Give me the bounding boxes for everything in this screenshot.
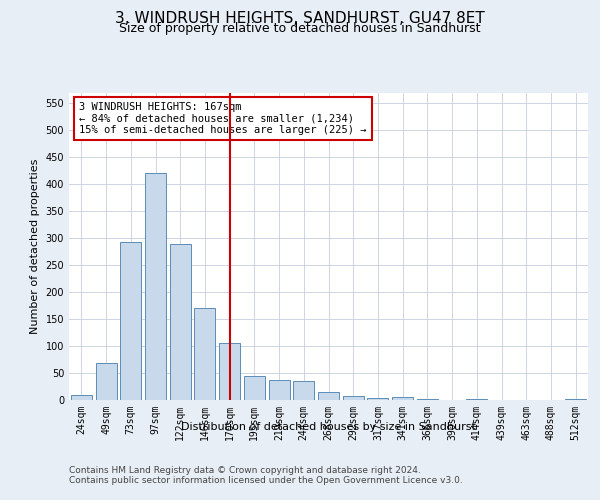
Text: Size of property relative to detached houses in Sandhurst: Size of property relative to detached ho… [119, 22, 481, 35]
Bar [392, 398, 413, 400]
Bar [71, 394, 92, 400]
Bar [120, 242, 141, 400]
Bar [293, 381, 314, 400]
Bar [343, 396, 364, 400]
Bar [269, 380, 290, 400]
Text: Distribution of detached houses by size in Sandhurst: Distribution of detached houses by size … [181, 422, 476, 432]
Bar [417, 399, 438, 400]
Text: Contains HM Land Registry data © Crown copyright and database right 2024.: Contains HM Land Registry data © Crown c… [69, 466, 421, 475]
Bar [95, 364, 116, 400]
Bar [194, 308, 215, 400]
Bar [466, 399, 487, 400]
Bar [219, 344, 240, 400]
Bar [565, 399, 586, 400]
Bar [367, 398, 388, 400]
Text: 3 WINDRUSH HEIGHTS: 167sqm
← 84% of detached houses are smaller (1,234)
15% of s: 3 WINDRUSH HEIGHTS: 167sqm ← 84% of deta… [79, 102, 367, 135]
Bar [145, 174, 166, 400]
Bar [170, 244, 191, 400]
Text: 3, WINDRUSH HEIGHTS, SANDHURST, GU47 8ET: 3, WINDRUSH HEIGHTS, SANDHURST, GU47 8ET [115, 11, 485, 26]
Bar [318, 392, 339, 400]
Text: Contains public sector information licensed under the Open Government Licence v3: Contains public sector information licen… [69, 476, 463, 485]
Bar [244, 376, 265, 400]
Y-axis label: Number of detached properties: Number of detached properties [30, 158, 40, 334]
